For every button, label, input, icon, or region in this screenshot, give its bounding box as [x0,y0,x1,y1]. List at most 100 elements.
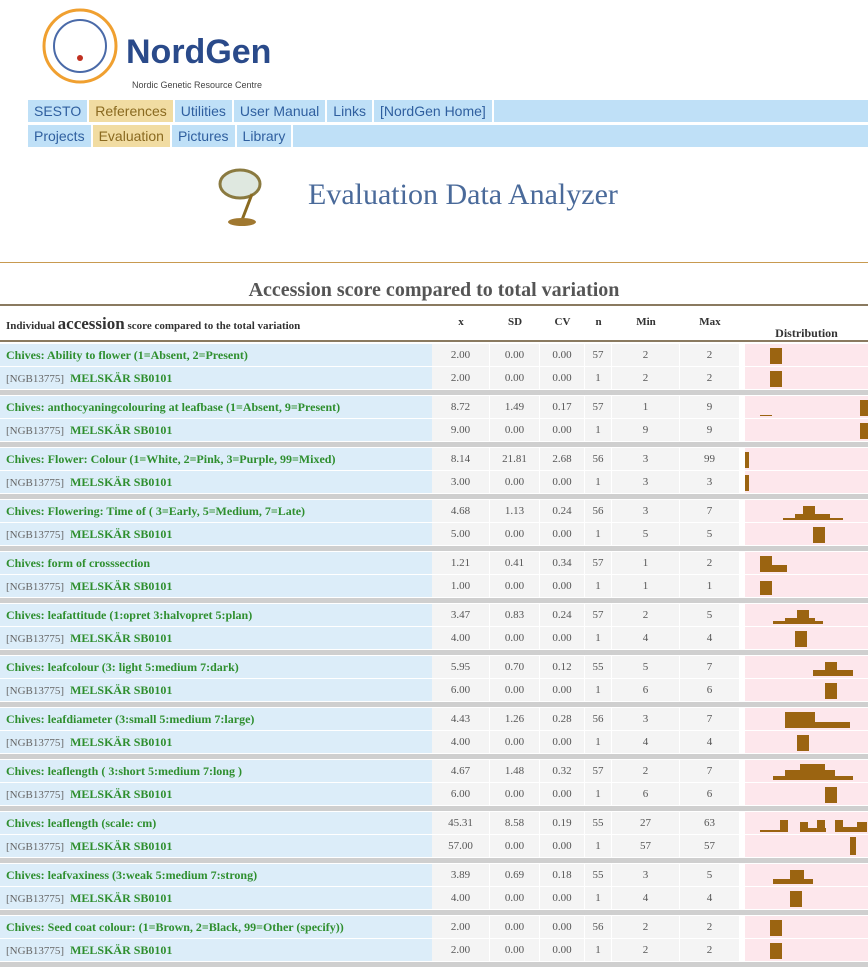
stat-cell: 1 [612,396,679,418]
accession-name: MELSKÄR SB0101 [70,683,172,697]
nav-link[interactable]: SESTO [28,100,89,122]
logo-subtitle: Nordic Genetic Resource Centre [132,80,262,90]
distribution-bar [860,423,868,439]
stat-cell: 56 [585,500,611,522]
stat-cell: 2.00 [432,916,489,938]
stat-cell: 0.00 [540,575,584,597]
distribution-bar [813,527,825,543]
stat-cell: 4 [680,887,739,909]
stat-cell: 1.26 [490,708,539,730]
nav-link[interactable]: Evaluation [93,125,172,147]
stat-cell: 2 [612,939,679,961]
trait-name: Chives: leafcolour (3: light 5:medium 7:… [0,656,432,678]
trait-name: Chives: Flowering: Time of ( 3=Early, 5=… [0,500,432,522]
stat-cell: 57 [612,835,679,857]
stat-cell: 5 [680,604,739,626]
distribution-bar [825,662,837,676]
distribution-bar [797,735,809,751]
distribution-cell [745,500,868,522]
stat-cell: 0.70 [490,656,539,678]
stat-cell: 1 [585,939,611,961]
nav-link[interactable]: Library [237,125,294,147]
stat-cell: 4.67 [432,760,489,782]
nav-link[interactable]: User Manual [234,100,327,122]
stat-cell: 0.00 [540,523,584,545]
stat-cell: 6.00 [432,679,489,701]
stat-cell: 0.00 [540,887,584,909]
row-separator [0,598,868,603]
stat-cell: 1.49 [490,396,539,418]
nav-link[interactable]: Links [327,100,374,122]
stat-cell: 8.72 [432,396,489,418]
distribution-cell [745,864,868,886]
distribution-cell [745,471,868,493]
stat-cell: 56 [585,708,611,730]
nav-link[interactable]: Pictures [172,125,237,147]
stat-cell: 2 [612,604,679,626]
nav-link[interactable]: [NordGen Home] [374,100,494,122]
stat-cell: 0.00 [540,939,584,961]
accession-cell: [NGB13775] MELSKÄR SB0101 [0,939,432,961]
stat-cell: 0.00 [490,523,539,545]
stat-cell: 6 [680,679,739,701]
distribution-cell [745,656,868,678]
accession-name: MELSKÄR SB0101 [70,371,172,385]
stat-cell: 2 [612,760,679,782]
stat-cell: 4.68 [432,500,489,522]
distribution-bar [800,764,825,780]
stat-cell: 21.81 [490,448,539,470]
stat-cell: 5.00 [432,523,489,545]
stat-cell: 27 [612,812,679,834]
distribution-bar [795,631,807,647]
distribution-cell [745,812,868,834]
stat-cell: 0.00 [540,916,584,938]
stat-cell: 0.24 [540,500,584,522]
stat-cell: 7 [680,760,739,782]
accession-name: MELSKÄR SB0101 [70,423,172,437]
row-separator [0,546,868,551]
trait-name: Chives: Seed coat colour: (1=Brown, 2=Bl… [0,916,432,938]
distribution-cell [745,448,868,470]
stat-cell: 1 [680,575,739,597]
trait-name: Chives: anthocyaningcolouring at leafbas… [0,396,432,418]
distribution-bar [843,827,857,832]
stat-cell: 7 [680,500,739,522]
stat-cell: 1 [585,783,611,805]
distribution-bar [857,822,867,832]
stat-cell: 5 [680,864,739,886]
stat-cell: 9 [680,419,739,441]
stat-cell: 0.00 [490,627,539,649]
stat-cell: 57 [585,396,611,418]
row-separator [0,806,868,811]
stat-cell: 0.24 [540,604,584,626]
accession-id: [NGB13775] [6,841,64,853]
accession-cell: [NGB13775] MELSKÄR SB0101 [0,887,432,909]
stat-cell: 63 [680,812,739,834]
accession-cell: [NGB13775] MELSKÄR SB0101 [0,627,432,649]
distribution-cell [745,708,868,730]
stat-cell: 55 [585,812,611,834]
column-header: Distribution [745,326,868,341]
stat-cell: 3.00 [432,471,489,493]
stat-cell: 7 [680,656,739,678]
stat-cell: 9 [680,396,739,418]
row-separator [0,962,868,967]
stat-cell: 2 [680,939,739,961]
accession-id: [NGB13775] [6,373,64,385]
stat-cell: 2 [680,367,739,389]
distribution-bar [817,820,825,832]
nav-link[interactable]: Projects [28,125,93,147]
stat-cell: 0.41 [490,552,539,574]
accession-cell: [NGB13775] MELSKÄR SB0101 [0,419,432,441]
stat-cell: 4.00 [432,887,489,909]
stat-cell: 57.00 [432,835,489,857]
row-separator [0,650,868,655]
stat-cell: 6.00 [432,783,489,805]
nav-link[interactable]: Utilities [175,100,234,122]
stat-cell: 3 [612,448,679,470]
stat-cell: 1 [585,835,611,857]
nav-link[interactable]: References [89,100,175,122]
accession-cell: [NGB13775] MELSKÄR SB0101 [0,679,432,701]
stat-cell: 57 [585,604,611,626]
